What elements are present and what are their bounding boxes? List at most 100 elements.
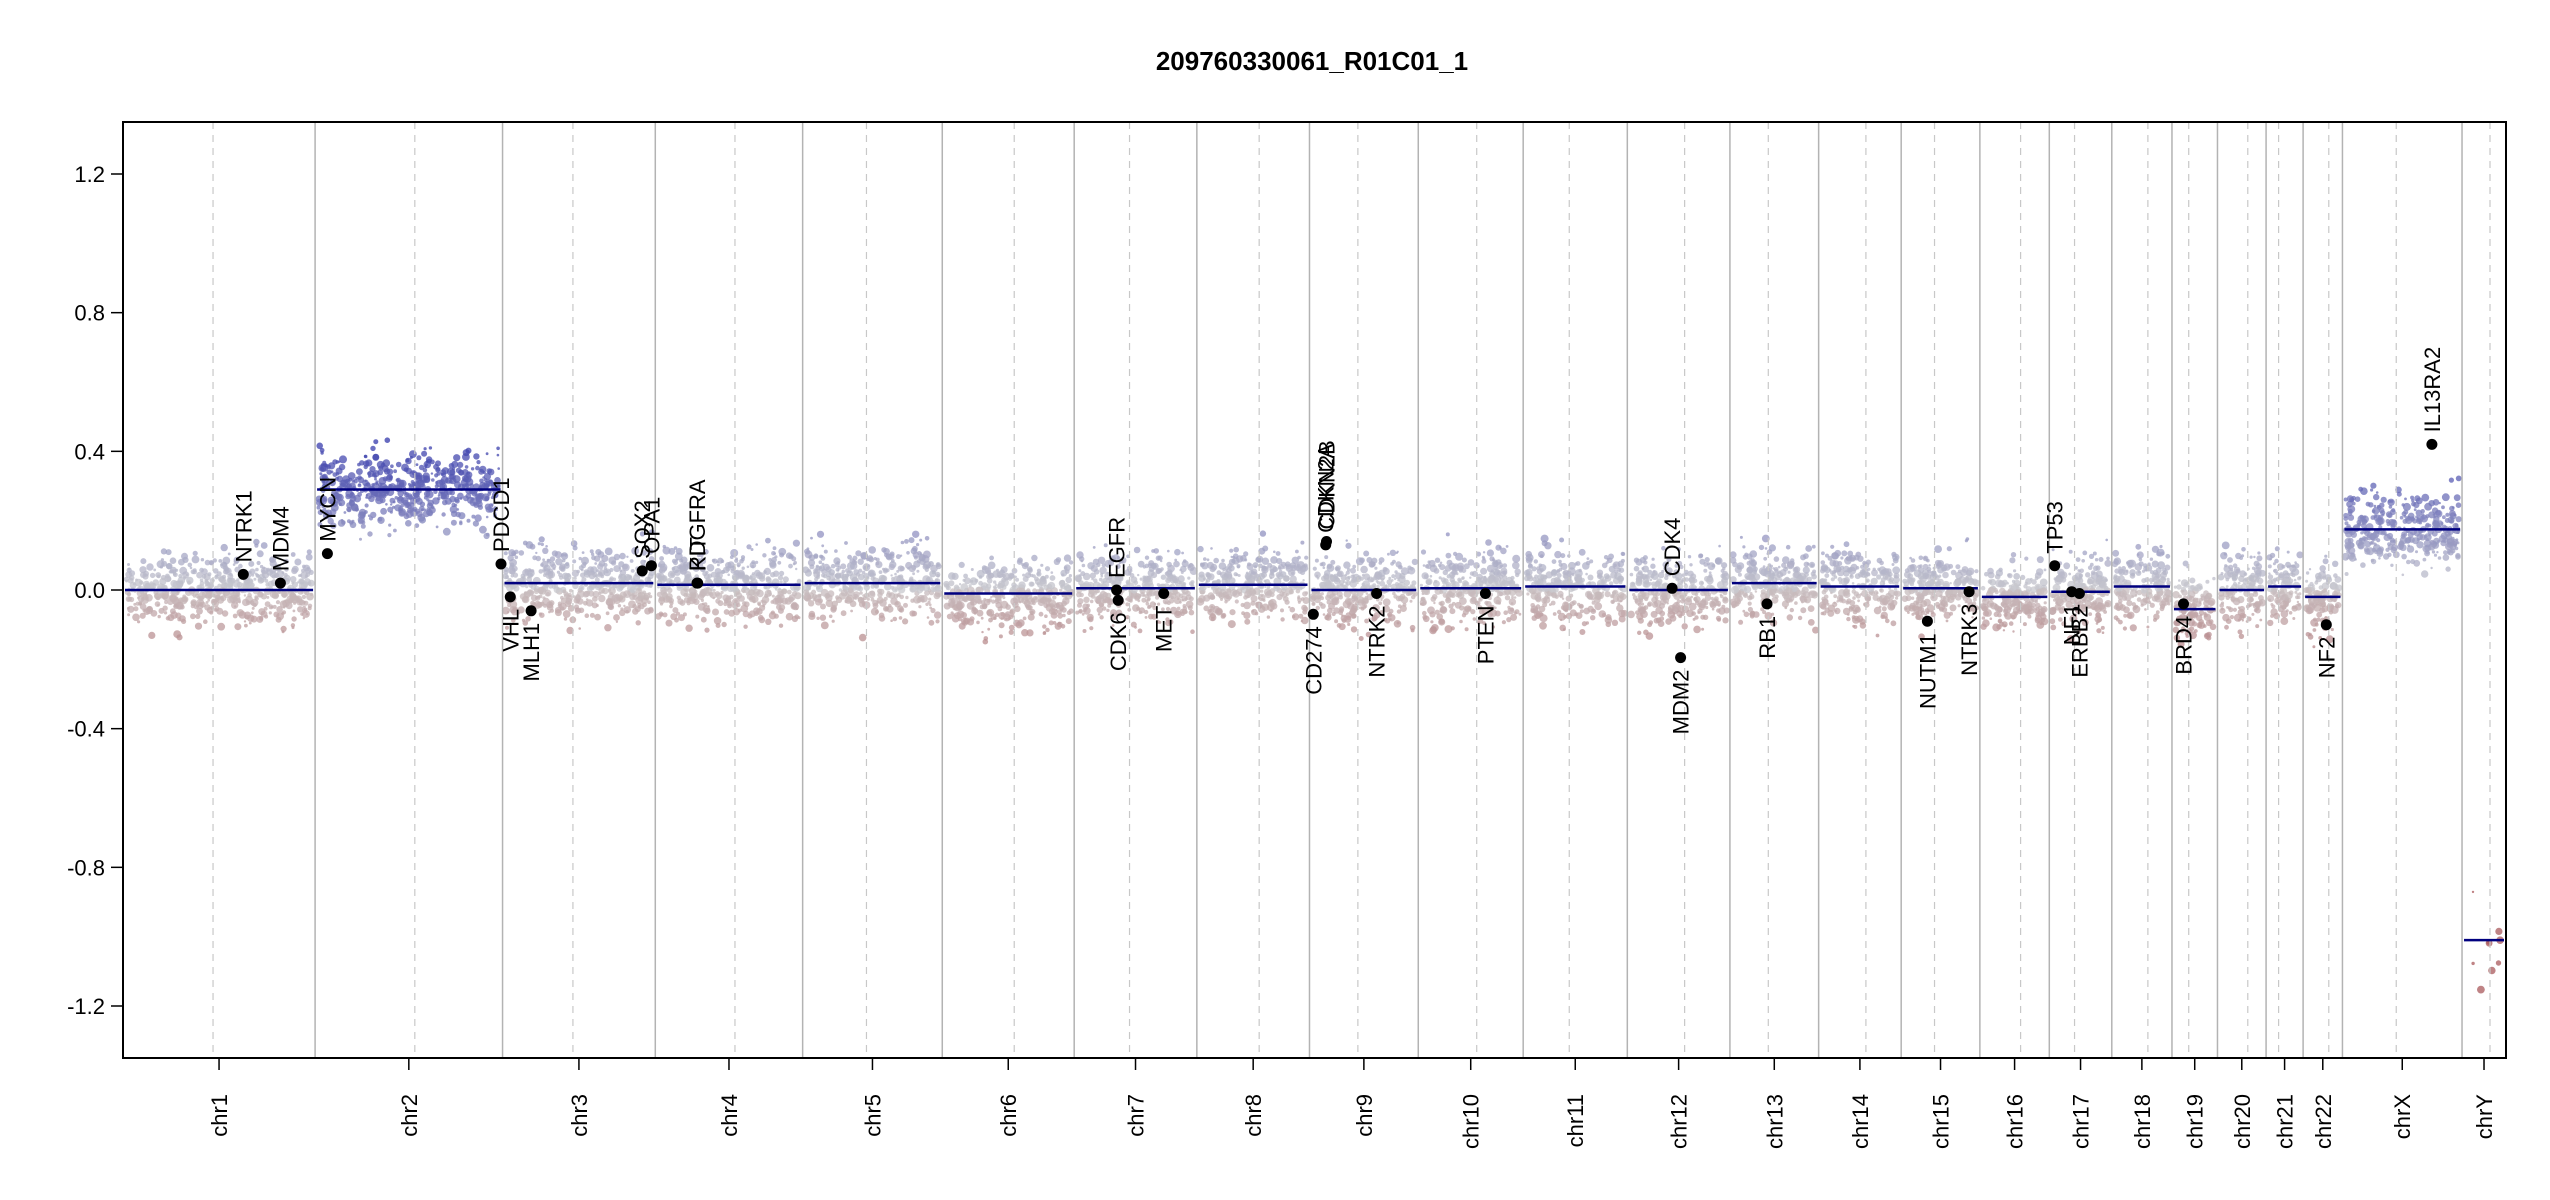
probe-point (1729, 557, 1737, 564)
probe-point (189, 566, 193, 570)
probe-point (544, 589, 552, 597)
probe-point (303, 600, 309, 606)
probe-point (1714, 557, 1723, 565)
probe-point (1433, 579, 1438, 584)
probe-point (1398, 575, 1406, 583)
probe-point (717, 557, 724, 564)
probe-point (833, 557, 841, 565)
probe-point (1481, 555, 1485, 559)
probe-point (324, 463, 329, 468)
probe-point (1539, 614, 1548, 623)
probe-point (1210, 547, 1213, 550)
probe-point (883, 596, 888, 601)
probe-point (222, 574, 226, 579)
probe-point (1489, 556, 1495, 562)
probe-point (140, 571, 147, 579)
probe-point (1320, 592, 1324, 596)
probe-point (546, 603, 554, 611)
probe-point (1360, 565, 1368, 574)
probe-point (1342, 580, 1346, 584)
probe-point (1477, 605, 1483, 611)
probe-point (244, 623, 248, 628)
probe-point (1399, 605, 1407, 612)
probe-point (912, 572, 915, 576)
probe-point (611, 560, 617, 566)
probe-point (487, 468, 495, 476)
probe-point (960, 583, 969, 591)
probe-point (1847, 613, 1850, 616)
probe-point (935, 619, 940, 624)
probe-point (818, 560, 823, 564)
probe-point (1420, 549, 1427, 555)
probe-point (1792, 587, 1796, 591)
probe-point (290, 623, 296, 628)
probe-point (1343, 590, 1352, 598)
probe-point (584, 613, 590, 618)
probe-point (362, 479, 369, 487)
probe-point (1669, 615, 1677, 622)
probe-point (1423, 615, 1430, 623)
probe-point (795, 567, 798, 571)
probe-point (418, 464, 425, 471)
probe-point (503, 569, 509, 575)
probe-point (330, 522, 337, 529)
probe-point (753, 592, 757, 595)
probe-point (1582, 562, 1590, 570)
probe-point (993, 580, 997, 584)
probe-point (924, 536, 930, 541)
probe-point (248, 560, 255, 567)
probe-point (388, 523, 392, 527)
probe-point (662, 612, 668, 618)
probe-point (1779, 578, 1783, 582)
probe-point (519, 593, 527, 600)
probe-point (1722, 597, 1729, 604)
probe-point (1099, 615, 1104, 620)
probe-point (1361, 582, 1365, 587)
probe-point (1057, 613, 1063, 619)
probe-point (1396, 609, 1402, 614)
probe-point (1062, 597, 1070, 605)
probe-point (1016, 559, 1023, 565)
probe-point (1118, 576, 1124, 582)
probe-point (845, 593, 850, 598)
probe-point (1269, 565, 1277, 573)
probe-point (1449, 608, 1456, 615)
probe-point (1477, 565, 1480, 568)
probe-point (1561, 597, 1565, 600)
probe-point (841, 573, 849, 581)
probe-point (578, 584, 585, 591)
probe-point (1048, 599, 1057, 608)
probe-point (986, 578, 993, 584)
probe-point (415, 463, 419, 466)
probe-point (134, 578, 143, 587)
probe-point (529, 543, 536, 550)
probe-point (1507, 607, 1515, 615)
probe-point (562, 589, 567, 594)
probe-point (473, 483, 480, 490)
probe-point (1746, 575, 1751, 581)
probe-point (1824, 573, 1830, 578)
probe-point (1433, 601, 1436, 605)
probe-point (243, 611, 252, 620)
probe-point (1603, 573, 1610, 580)
probe-point (960, 612, 967, 619)
probe-point (1269, 609, 1273, 613)
probe-point (207, 598, 211, 602)
probe-point (1557, 590, 1564, 598)
probe-point (946, 613, 953, 620)
probe-point (684, 573, 693, 582)
probe-point (1685, 596, 1692, 603)
probe-point (372, 482, 380, 490)
probe-point (353, 494, 362, 503)
probe-point (1203, 557, 1207, 561)
probe-point (1480, 576, 1488, 583)
probe-point (1541, 540, 1548, 547)
probe-point (746, 544, 752, 550)
probe-point (487, 492, 491, 496)
probe-point (1701, 627, 1705, 631)
probe-point (877, 588, 882, 594)
probe-point (873, 557, 877, 561)
probe-point (511, 608, 519, 616)
probe-point (585, 598, 589, 601)
probe-point (1270, 556, 1278, 564)
